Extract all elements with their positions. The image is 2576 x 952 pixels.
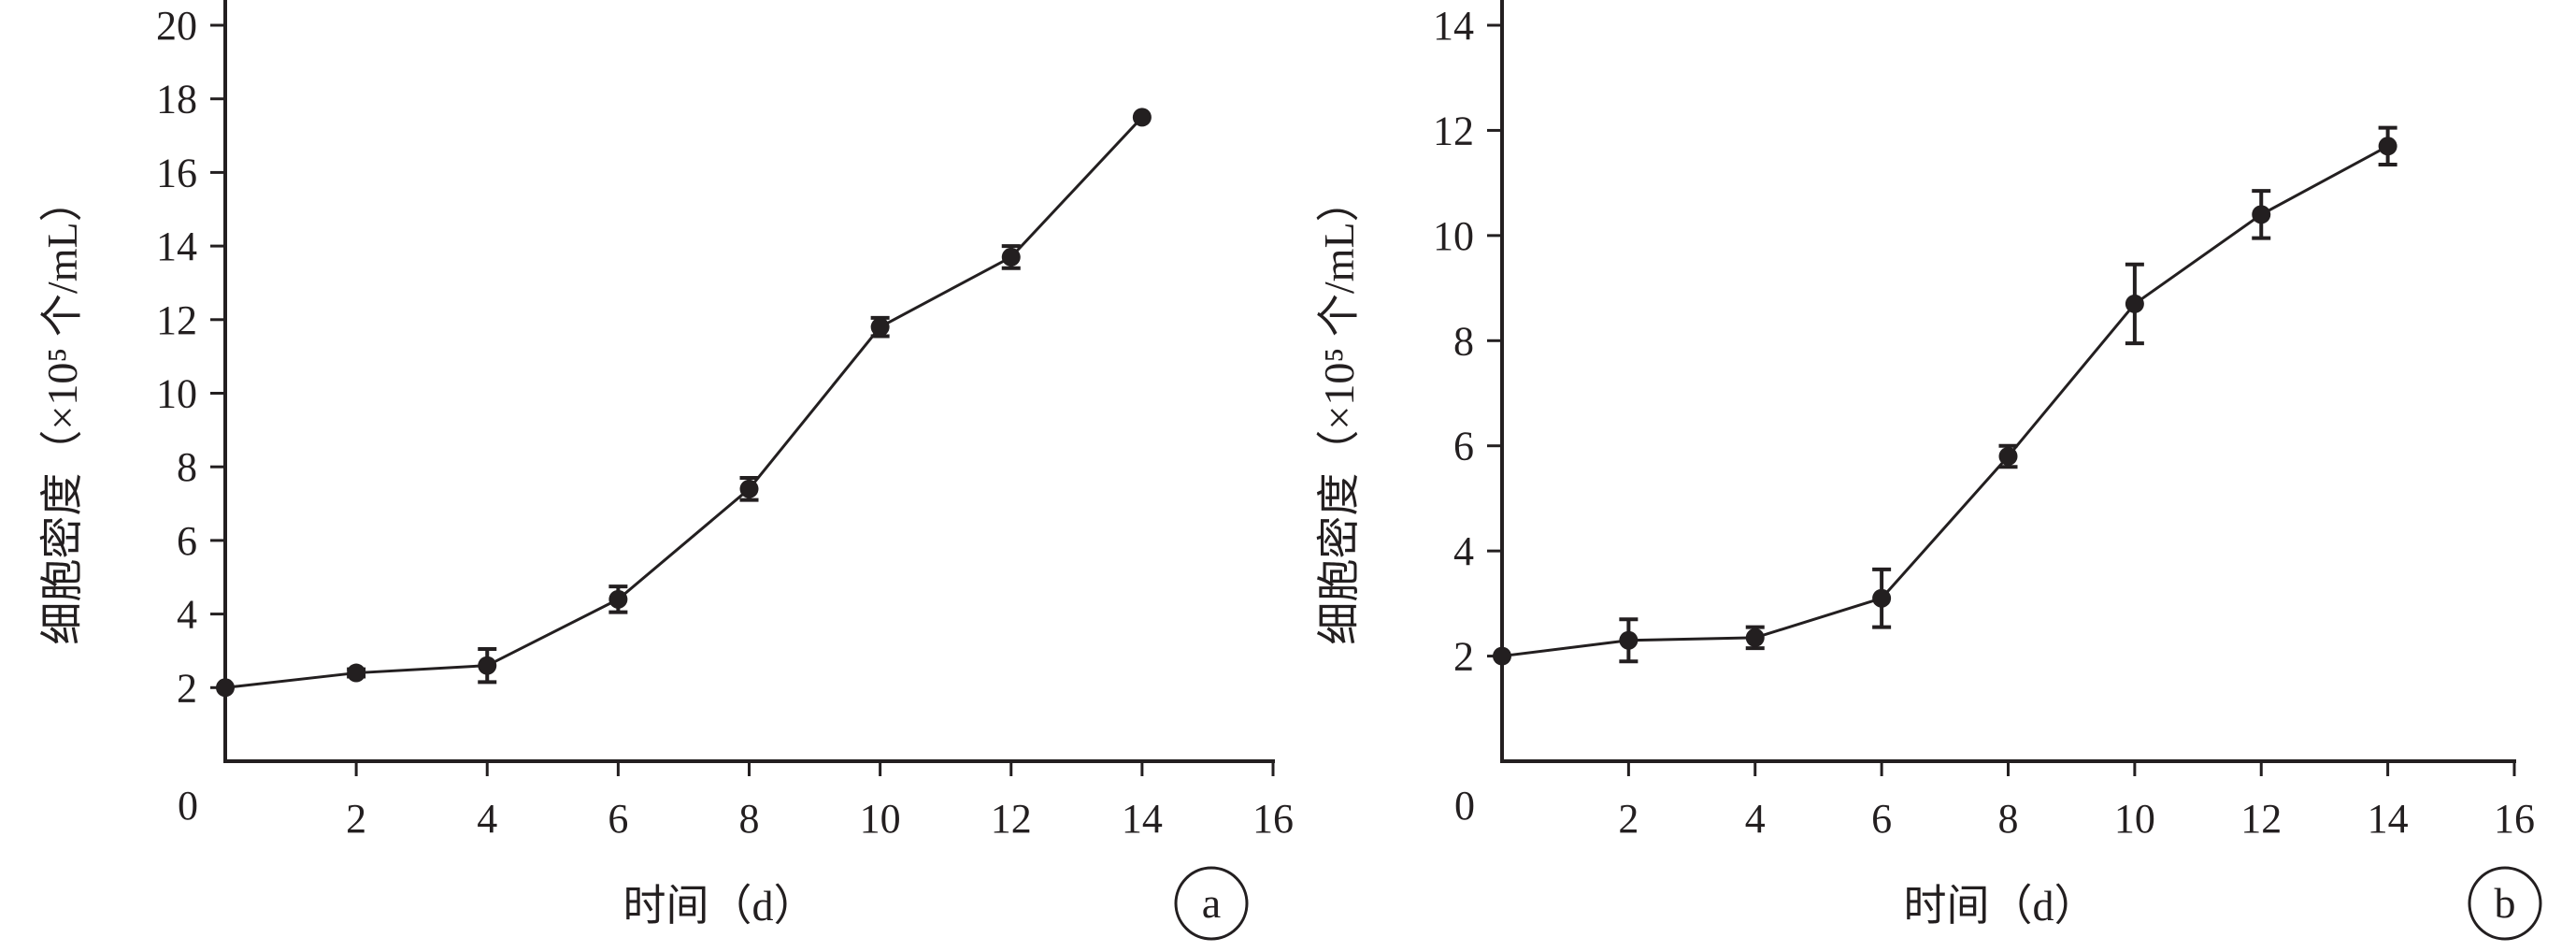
data-point xyxy=(347,663,366,683)
x-tick-label: 8 xyxy=(739,796,760,842)
data-point xyxy=(1493,646,1511,666)
y-tick-label: 14 xyxy=(1433,3,1474,49)
y-tick-label: 8 xyxy=(177,444,197,490)
y-axis-title: 细胞密度（×10⁵ 个/mL） xyxy=(1315,179,1363,644)
data-point xyxy=(1132,108,1152,127)
data-point xyxy=(1872,588,1892,608)
series-line xyxy=(1501,144,2389,658)
x-tick-label: 14 xyxy=(2368,796,2409,842)
y-tick-label: 10 xyxy=(1433,213,1474,259)
x-tick-label: 16 xyxy=(1252,796,1294,842)
x-tick-label: 6 xyxy=(1871,796,1892,842)
data-point xyxy=(739,479,759,498)
panel-label: b xyxy=(2495,879,2516,927)
panel-label-circle xyxy=(1174,866,1249,941)
data-point xyxy=(2252,205,2271,224)
origin-label: 0 xyxy=(1454,783,1475,829)
x-tick-label: 10 xyxy=(2114,796,2155,842)
x-tick-label: 16 xyxy=(2494,796,2535,842)
x-tick-label: 2 xyxy=(346,796,366,842)
data-point xyxy=(608,589,628,609)
data-point xyxy=(1745,627,1765,647)
x-tick-label: 14 xyxy=(1122,796,1163,842)
y-tick-label: 12 xyxy=(1433,108,1474,153)
panel-b: 2 4 6 8 10 12 14 16 2 4 6 8 10 12 14 0 时间（d） 细胞密度（×10⁵ 个/… xyxy=(1315,0,2542,941)
panel-a: 2 4 6 8 10 12 14 16 2 4 6 8 10 12 14 16 18 20 0 时间（d） 细胞密度（×… xyxy=(38,0,1294,941)
y-tick-label: 14 xyxy=(156,224,197,269)
y-tick-label: 12 xyxy=(156,297,197,343)
x-axis-title: 时间（d） xyxy=(623,882,817,930)
x-tick-label: 4 xyxy=(477,796,497,842)
y-tick-label: 18 xyxy=(156,77,197,123)
data-point xyxy=(2378,137,2397,156)
data-point xyxy=(2125,294,2144,313)
y-axis-title: 细胞密度（×10⁵ 个/mL） xyxy=(38,179,86,644)
data-point xyxy=(1998,446,2018,466)
x-tick-label: 12 xyxy=(991,796,1032,842)
panel-label: a xyxy=(1202,879,1221,927)
y-tick-label: 4 xyxy=(1453,528,1474,574)
data-point xyxy=(1619,630,1639,650)
x-tick-label: 4 xyxy=(1745,796,1766,842)
panel-label-circle xyxy=(2468,866,2542,941)
y-tick-label: 10 xyxy=(156,371,197,417)
y-tick-label: 20 xyxy=(156,3,197,49)
x-tick-label: 2 xyxy=(1618,796,1639,842)
x-tick-label: 10 xyxy=(860,796,901,842)
x-tick-label: 6 xyxy=(608,796,628,842)
y-tick-label: 6 xyxy=(177,518,197,564)
x-tick-label: 12 xyxy=(2240,796,2282,842)
y-tick-label: 2 xyxy=(1453,634,1474,680)
x-tick-label: 8 xyxy=(1998,796,2019,842)
y-tick-label: 16 xyxy=(156,150,197,195)
data-point xyxy=(870,317,890,337)
data-point xyxy=(1001,247,1021,267)
y-tick-label: 6 xyxy=(1453,424,1474,469)
data-point xyxy=(478,656,497,675)
y-tick-label: 4 xyxy=(177,592,197,638)
series-line xyxy=(224,116,1143,689)
origin-label: 0 xyxy=(178,783,198,829)
data-point xyxy=(216,678,235,698)
y-tick-label: 2 xyxy=(177,665,197,711)
y-tick-label: 8 xyxy=(1453,318,1474,364)
x-axis-title: 时间（d） xyxy=(1904,882,2097,930)
